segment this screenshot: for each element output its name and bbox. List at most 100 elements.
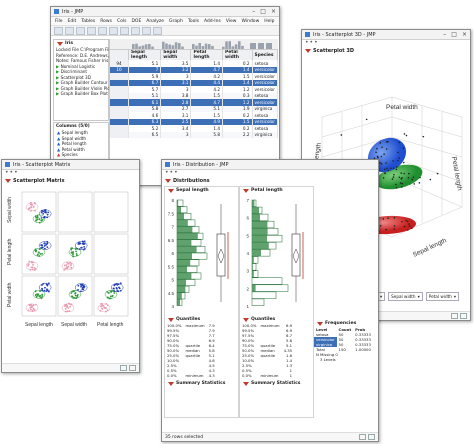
table-cell[interactable]: 1.4 — [222, 79, 253, 86]
row-number-cell[interactable] — [110, 73, 129, 80]
table-cell[interactable]: 3.5 — [160, 60, 192, 67]
red-triangle-icon[interactable] — [243, 188, 249, 193]
quantiles-header[interactable]: Quantiles — [251, 317, 276, 322]
table-cell[interactable]: virginica — [252, 131, 278, 138]
column-item[interactable]: ▲ Species — [57, 152, 108, 158]
red-triangle-icon[interactable] — [5, 179, 11, 183]
matrix-cell[interactable] — [21, 275, 57, 317]
table-cell[interactable]: 5.7 — [128, 86, 162, 93]
row-number-cell[interactable] — [110, 92, 129, 99]
minimize-icon[interactable]: – — [252, 8, 256, 15]
table-cell[interactable]: 6.5 — [128, 131, 162, 138]
menu-item-help[interactable]: Help — [264, 18, 275, 24]
row-number-cell[interactable] — [110, 131, 129, 138]
data-grid[interactable]: Sepal length Sepal width Petal length Petal… — [109, 39, 278, 184]
row-number-cell[interactable] — [110, 86, 129, 93]
minimize-icon[interactable]: – — [443, 31, 447, 38]
red-triangle-icon[interactable] — [165, 179, 171, 183]
outline-header[interactable]: Scatterplot Matrix — [2, 177, 139, 185]
histogram-bar[interactable] — [251, 277, 283, 285]
table-row[interactable]: 4.6 3.1 1.5 0.2 setosa — [110, 112, 278, 119]
row-number-cell[interactable] — [110, 79, 129, 86]
graph-icon[interactable] — [142, 26, 151, 35]
table-cell[interactable]: 0.3 — [222, 92, 253, 99]
table-cell[interactable]: 3 — [160, 131, 192, 138]
layout-icon[interactable] — [120, 365, 127, 371]
table-cell[interactable]: 3.1 — [160, 79, 192, 86]
table-script[interactable]: ▶ Nominal Logistic — [56, 64, 108, 70]
table-row[interactable]: 5.9 3 4.2 1.5 versicolor — [110, 73, 278, 80]
chart-icon[interactable] — [131, 26, 140, 35]
menu-item-tables[interactable]: Tables — [81, 18, 96, 24]
histogram-bar[interactable] — [251, 298, 265, 306]
table-cell[interactable]: 3 — [160, 73, 192, 80]
matrix-cell[interactable] — [57, 191, 93, 233]
table-cell[interactable]: 3.8 — [160, 92, 192, 99]
table-row[interactable]: 6.3 2.5 4.9 1.5 versicolor — [110, 118, 278, 125]
row-number-cell[interactable]: 10 — [110, 66, 129, 73]
table-cell[interactable]: versicolor — [252, 79, 278, 86]
row-number-cell[interactable]: 94 — [110, 60, 129, 67]
table-row[interactable]: 94 5.1 3.5 1.4 0.2 setosa — [110, 60, 278, 67]
table-cell[interactable]: 5.1 — [190, 105, 224, 112]
table-cell[interactable]: setosa — [252, 60, 278, 67]
column-header[interactable]: Sepal width — [160, 50, 192, 60]
table-row[interactable]: 10 7 3.2 4.7 1.4 versicolor — [110, 66, 278, 73]
paste-icon[interactable] — [109, 26, 118, 35]
more-options-icon[interactable]: ••• — [165, 169, 179, 176]
frequency-row[interactable]: virginica 50 0.33333 — [314, 342, 373, 347]
table-cell[interactable]: 1.4 — [190, 60, 224, 67]
table-cell[interactable]: 5.2 — [128, 125, 162, 132]
table-cell[interactable]: 1.5 — [190, 112, 224, 119]
table-cell[interactable]: 1.4 — [222, 66, 253, 73]
table-cell[interactable]: 1.4 — [190, 125, 224, 132]
table-cell[interactable]: 1.2 — [222, 86, 253, 93]
column-header[interactable]: Petal width — [222, 50, 253, 60]
save-icon[interactable] — [76, 26, 85, 35]
script-play-icon[interactable]: ▶ — [56, 80, 61, 85]
script-icon[interactable] — [153, 26, 162, 35]
open-icon[interactable] — [65, 26, 74, 35]
scatterplot-matrix[interactable]: Sepal width Petal length Petal width Sepal … — [2, 188, 137, 358]
table-cell[interactable]: 1.5 — [222, 118, 253, 125]
script-play-icon[interactable]: ▶ — [56, 85, 61, 91]
script-play-icon[interactable]: ▶ — [56, 91, 61, 96]
table-row[interactable]: 6.5 3 5.8 2.2 virginica — [110, 131, 278, 138]
table-script[interactable]: ▶ Graph Builder Contour Plot — [56, 80, 117, 86]
script-play-icon[interactable]: ▶ — [56, 74, 61, 80]
layout-icon[interactable] — [451, 313, 458, 319]
frequency-row[interactable]: versicolor 50 0.33333 — [314, 337, 373, 342]
column-item[interactable]: ▲ Sepal width — [57, 136, 108, 142]
table-cell[interactable]: setosa — [252, 112, 278, 119]
menu-item-analyze[interactable]: Analyze — [146, 18, 165, 24]
table-cell[interactable]: 6.7 — [128, 79, 162, 86]
column-header[interactable]: Species — [252, 50, 278, 60]
axis-column-dropdown[interactable]: Sepal width ▾ — [388, 292, 423, 301]
copy-icon[interactable] — [98, 26, 107, 35]
table-cell[interactable]: 4.4 — [190, 79, 224, 86]
table-cell[interactable]: 5.1 — [128, 60, 162, 67]
menu-item-cols[interactable]: Cols — [116, 18, 127, 24]
table-script[interactable]: ▶ Scatterplot 3D — [56, 75, 108, 81]
table-cell[interactable]: 1.9 — [222, 105, 253, 112]
summary-stats-header[interactable]: Summary Statistics — [176, 381, 226, 386]
table-cell[interactable]: 0.2 — [222, 60, 253, 67]
table-script[interactable]: ▶ Graph Builder Box Plot — [56, 91, 108, 97]
jmp-data-table-window[interactable]: Iris - JMP – □ × File Edit Tables Rows Cols DOE… — [50, 6, 280, 186]
maximize-icon[interactable]: □ — [451, 31, 457, 38]
table-row[interactable]: 6.7 3.1 4.4 1.4 versicolor — [110, 79, 278, 86]
matrix-cell[interactable] — [93, 191, 129, 233]
new-icon[interactable] — [54, 26, 63, 35]
close-icon[interactable]: × — [461, 31, 467, 38]
table-cell[interactable]: 2.7 — [160, 105, 192, 112]
table-row[interactable]: 6.1 2.8 4.7 1.2 versicolor — [110, 99, 278, 106]
table-cell[interactable]: 4.6 — [128, 112, 162, 119]
outline-header[interactable]: Scatterplot 3D — [302, 47, 470, 55]
cut-icon[interactable] — [87, 26, 96, 35]
table-cell[interactable]: versicolor — [252, 99, 278, 106]
red-triangle-icon[interactable] — [168, 188, 174, 193]
layout-icon[interactable] — [359, 434, 366, 440]
axis-column-dropdown[interactable]: Petal width ▾ — [425, 292, 460, 301]
table-cell[interactable]: 2.2 — [222, 131, 253, 138]
table-cell[interactable]: 5.8 — [128, 105, 162, 112]
